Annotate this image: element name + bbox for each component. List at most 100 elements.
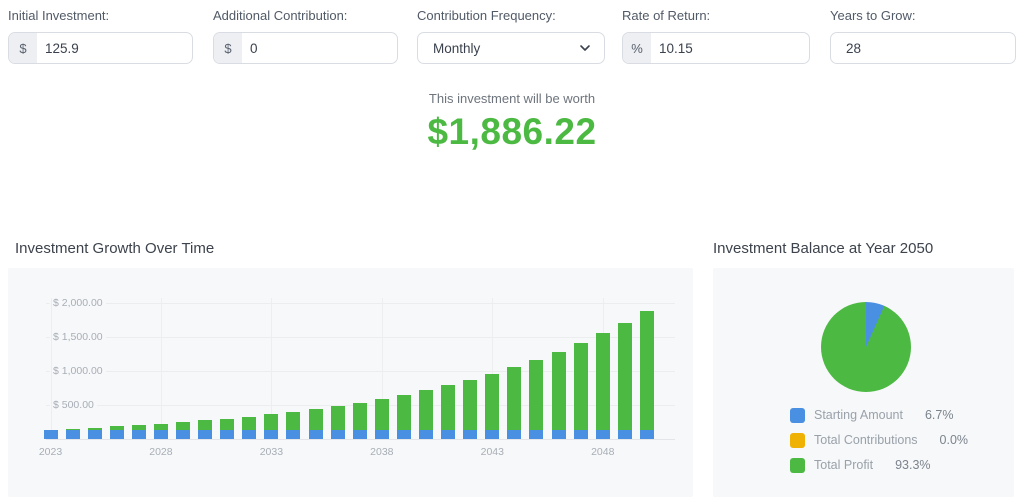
x-axis-label: 2038 <box>370 446 394 458</box>
bar-starting-amount-segment <box>308 430 323 439</box>
field-contribution-frequency: Contribution Frequency: Monthly <box>417 8 605 64</box>
legend-item-starting-amount[interactable]: Starting Amount 6.7% <box>790 407 953 423</box>
y-axis-label: $ 1,500.00 <box>50 331 106 343</box>
bar-starting-amount-segment <box>198 430 213 439</box>
bar-starting-amount-segment <box>352 430 367 439</box>
bar-starting-amount-segment <box>507 430 522 439</box>
field-control: % <box>622 32 810 64</box>
bar-starting-amount-segment <box>573 430 588 439</box>
initial-investment-input[interactable] <box>37 33 192 63</box>
bar-2040[interactable] <box>419 390 434 439</box>
bar-2025[interactable] <box>87 427 102 439</box>
bar-starting-amount-segment <box>595 430 610 439</box>
bar-profit-segment <box>131 425 146 431</box>
growth-chart[interactable]: $ 500.00 $ 1,000.00 $ 1,500.00 $ 2,000.00 20… <box>8 268 693 497</box>
x-axis-label: 2023 <box>38 446 63 458</box>
bar-2047[interactable] <box>573 343 588 439</box>
bar-starting-amount-segment <box>485 430 500 439</box>
percent-prefix: % <box>623 33 651 63</box>
bar-starting-amount-segment <box>374 430 389 439</box>
bar-2046[interactable] <box>551 351 566 439</box>
bar-profit-segment <box>43 429 58 431</box>
gridline <box>160 298 162 439</box>
bar-2029[interactable] <box>176 422 191 439</box>
bar-2035[interactable] <box>308 408 323 439</box>
legend-percent: 93.3% <box>895 458 931 472</box>
bar-2032[interactable] <box>242 416 257 439</box>
bar-starting-amount-segment <box>176 430 191 439</box>
legend-label: Total Profit <box>814 458 874 472</box>
field-label: Initial Investment: <box>8 8 110 23</box>
years-to-grow-input[interactable] <box>831 33 1015 63</box>
currency-prefix: $ <box>9 33 37 63</box>
bar-profit-segment <box>308 408 323 431</box>
bar-2033[interactable] <box>264 414 279 439</box>
bar-profit-segment <box>153 423 168 431</box>
bar-starting-amount-segment <box>131 430 146 439</box>
bar-2050[interactable] <box>639 310 654 439</box>
y-axis-label: $ 500.00 <box>50 399 97 411</box>
bar-profit-segment <box>419 390 434 431</box>
bar-profit-segment <box>529 359 544 431</box>
field-initial-investment: Initial Investment: $ <box>8 8 193 64</box>
bar-2028[interactable] <box>153 423 168 439</box>
x-axis-label: 2033 <box>259 446 284 458</box>
gridline <box>46 371 675 372</box>
bar-profit-segment <box>617 322 632 431</box>
balance-pie-chart[interactable]: Starting Amount 6.7% Total Contributions 0.… <box>713 268 1014 497</box>
bar-starting-amount-segment <box>65 430 80 439</box>
field-control <box>830 32 1016 64</box>
contribution-frequency-select[interactable]: Monthly <box>417 32 605 64</box>
bar-2044[interactable] <box>507 367 522 439</box>
bar-2024[interactable] <box>65 428 80 439</box>
bar-profit-segment <box>507 367 522 431</box>
bar-starting-amount-segment <box>330 430 345 439</box>
gridline <box>381 298 383 439</box>
y-axis-label: $ 1,000.00 <box>50 365 106 377</box>
bar-starting-amount-segment <box>264 430 279 439</box>
bar-2030[interactable] <box>198 420 213 439</box>
additional-contribution-input[interactable] <box>242 33 397 63</box>
field-years-to-grow: Years to Grow: <box>830 8 1016 64</box>
bar-2043[interactable] <box>485 373 500 439</box>
gridline <box>46 337 675 338</box>
bar-profit-segment <box>264 414 279 431</box>
bar-2034[interactable] <box>286 411 301 439</box>
bar-2038[interactable] <box>374 398 389 439</box>
bar-2023[interactable] <box>43 429 58 439</box>
field-label: Rate of Return: <box>622 8 711 23</box>
bar-profit-segment <box>396 394 411 431</box>
bar-profit-segment <box>551 351 566 431</box>
bar-2041[interactable] <box>441 385 456 439</box>
bar-profit-segment <box>595 333 610 431</box>
bar-profit-segment <box>441 385 456 431</box>
legend-swatch <box>790 457 805 473</box>
bar-2031[interactable] <box>220 418 235 439</box>
bar-2036[interactable] <box>330 405 345 439</box>
bar-profit-segment <box>573 343 588 431</box>
bar-2048[interactable] <box>595 333 610 439</box>
field-additional-contribution: Additional Contribution: $ <box>213 8 398 64</box>
legend-swatch <box>790 407 805 423</box>
bar-starting-amount-segment <box>419 430 434 439</box>
gridline <box>46 303 675 304</box>
bar-starting-amount-segment <box>242 430 257 439</box>
bar-2027[interactable] <box>131 425 146 439</box>
bar-2049[interactable] <box>617 322 632 439</box>
x-axis-label: 2043 <box>480 446 504 458</box>
rate-of-return-input[interactable] <box>651 33 809 63</box>
legend-item-total-contributions[interactable]: Total Contributions 0.0% <box>790 432 968 448</box>
bar-2026[interactable] <box>109 426 124 439</box>
bar-2045[interactable] <box>529 359 544 439</box>
pie[interactable] <box>821 302 911 392</box>
bar-2037[interactable] <box>352 402 367 439</box>
bar-profit-segment <box>463 379 478 431</box>
bar-2039[interactable] <box>396 394 411 439</box>
bar-profit-segment <box>352 402 367 431</box>
field-label: Additional Contribution: <box>213 8 348 23</box>
legend-item-total-profit[interactable]: Total Profit 93.3% <box>790 457 931 473</box>
result-amount: $1,886.22 <box>427 111 597 152</box>
bar-2042[interactable] <box>463 379 478 439</box>
bar-profit-segment <box>198 420 213 431</box>
